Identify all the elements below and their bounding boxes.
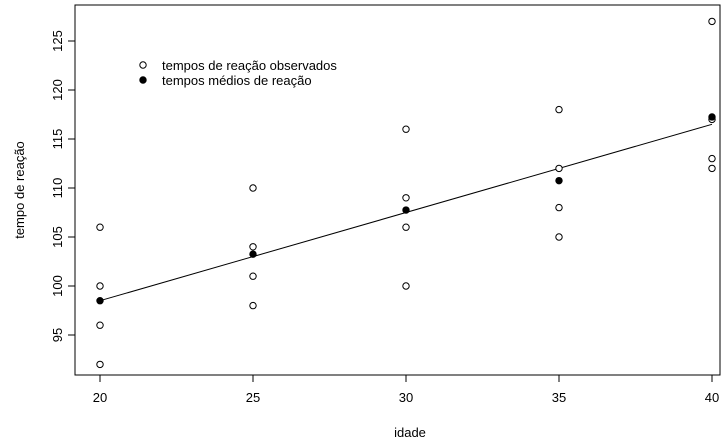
observed-point xyxy=(402,194,410,202)
observed-point xyxy=(555,105,563,114)
mean-point xyxy=(96,297,104,305)
observed-point xyxy=(708,164,716,173)
y-tick-label: 105 xyxy=(50,226,65,248)
observed-point xyxy=(402,223,410,231)
observed-point xyxy=(96,321,104,329)
legend: tempos de reação observados tempos médio… xyxy=(139,58,337,88)
observed-point xyxy=(402,282,410,290)
observed-point xyxy=(402,125,410,133)
y-tick-label: 100 xyxy=(50,275,65,297)
observed-point xyxy=(249,272,257,280)
y-tick-label: 110 xyxy=(50,178,65,199)
observed-point xyxy=(96,282,104,290)
mean-point xyxy=(555,176,563,185)
x-tick-label: 35 xyxy=(552,390,566,405)
x-axis-label: idade xyxy=(394,425,426,440)
observed-point xyxy=(555,203,563,212)
observed-point xyxy=(708,154,716,163)
mean-point xyxy=(402,206,410,214)
legend-marker-mean xyxy=(139,76,147,84)
mean-point xyxy=(708,113,716,121)
y-tick-label: 115 xyxy=(50,129,65,150)
observed-point xyxy=(249,184,257,192)
observed-point xyxy=(96,360,104,369)
observed-point xyxy=(555,233,563,241)
observed-point xyxy=(249,243,257,251)
observed-point xyxy=(708,17,716,26)
x-tick-label: 40 xyxy=(705,390,719,405)
mean-point xyxy=(249,250,257,258)
y-tick-label: 120 xyxy=(50,79,65,101)
x-tick-label: 25 xyxy=(246,390,260,405)
x-tick-label: 20 xyxy=(93,390,107,405)
y-axis-label: tempo de reação xyxy=(12,141,27,239)
legend-label-observed: tempos de reação observados xyxy=(162,58,337,73)
observed-point xyxy=(249,301,257,310)
y-tick-label: 125 xyxy=(50,30,65,52)
observed-point xyxy=(96,223,104,231)
y-tick-label: 95 xyxy=(50,328,65,342)
observed-point xyxy=(555,164,563,173)
x-tick-label: 30 xyxy=(399,390,413,405)
legend-marker-observed xyxy=(139,61,147,69)
legend-label-mean: tempos médios de reação xyxy=(162,73,312,88)
